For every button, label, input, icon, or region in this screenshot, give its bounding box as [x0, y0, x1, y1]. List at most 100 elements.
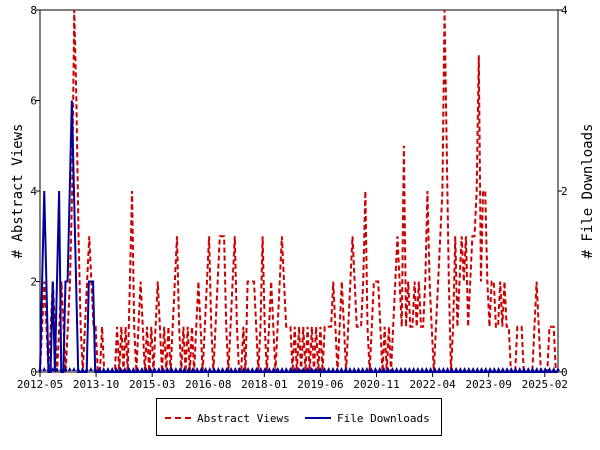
- baseline-marker: [71, 367, 76, 371]
- baseline-marker: [369, 367, 374, 371]
- baseline-marker: [364, 367, 369, 371]
- baseline-marker: [360, 367, 365, 371]
- baseline-marker: [275, 367, 280, 371]
- baseline-marker: [441, 367, 446, 371]
- y-axis-left: 0 2 4 6 8: [30, 4, 40, 379]
- baseline-marker: [326, 367, 331, 371]
- baseline-marker: [458, 367, 463, 371]
- baseline-marker: [84, 367, 89, 371]
- baseline-marker: [449, 367, 454, 371]
- baseline-marker: [212, 367, 217, 371]
- legend-label-file-downloads: File Downloads: [337, 411, 430, 425]
- baseline-marker: [199, 367, 204, 371]
- baseline-markers: [38, 367, 560, 371]
- baseline-marker: [292, 367, 297, 371]
- series-line-file-downloads: [39, 100, 558, 373]
- series-layer: [38, 9, 560, 373]
- baseline-marker: [539, 367, 544, 371]
- baseline-marker: [496, 367, 501, 371]
- x-tick-label: 2023-09: [466, 378, 512, 391]
- baseline-marker: [479, 367, 484, 371]
- baseline-marker: [488, 367, 493, 371]
- baseline-marker: [267, 367, 272, 371]
- baseline-marker: [466, 367, 471, 371]
- baseline-marker: [530, 367, 535, 371]
- baseline-marker: [190, 367, 195, 371]
- baseline-marker: [373, 367, 378, 371]
- x-tick-label: 2019-06: [297, 378, 343, 391]
- legend-swatch-abstract-views: [165, 417, 191, 419]
- baseline-marker: [246, 367, 251, 371]
- baseline-marker: [347, 367, 352, 371]
- baseline-marker: [250, 367, 255, 371]
- x-axis: 2012-05 2013-10 2015-03 2016-08 2018-01 2019-…: [17, 372, 568, 391]
- baseline-marker: [280, 367, 285, 371]
- baseline-marker: [297, 367, 301, 371]
- baseline-marker: [454, 367, 459, 371]
- baseline-marker: [483, 367, 488, 371]
- baseline-marker: [428, 367, 433, 371]
- legend-item-abstract-views: Abstract Views: [165, 410, 290, 426]
- baseline-marker: [135, 367, 140, 371]
- baseline-marker: [411, 367, 416, 371]
- baseline-marker: [195, 367, 200, 371]
- baseline-marker: [445, 367, 450, 371]
- baseline-marker: [88, 367, 93, 371]
- baseline-marker: [377, 367, 382, 371]
- baseline-marker: [522, 367, 527, 371]
- baseline-marker: [309, 367, 314, 371]
- baseline-marker: [305, 367, 310, 371]
- baseline-marker: [394, 367, 399, 371]
- baseline-marker: [93, 367, 98, 371]
- baseline-marker: [220, 367, 225, 371]
- baseline-marker: [500, 367, 505, 371]
- y-axis-right-label: # File Downloads: [580, 124, 596, 259]
- baseline-marker: [169, 367, 174, 371]
- baseline-marker: [322, 367, 327, 371]
- baseline-marker: [386, 367, 391, 371]
- baseline-marker: [54, 367, 59, 371]
- y-right-tick-label: 2: [561, 185, 568, 198]
- baseline-marker: [313, 367, 318, 371]
- legend-item-file-downloads: File Downloads: [305, 410, 430, 426]
- baseline-marker: [471, 367, 476, 371]
- baseline-marker: [509, 367, 514, 371]
- baseline-marker: [161, 367, 166, 371]
- baseline-marker: [67, 367, 72, 371]
- x-tick-label: 2022-04: [409, 378, 456, 391]
- baseline-marker: [148, 367, 153, 371]
- baseline-marker: [241, 367, 246, 371]
- baseline-marker: [139, 367, 144, 371]
- baseline-marker: [318, 367, 323, 371]
- baseline-marker: [420, 367, 425, 371]
- y-left-tick-label: 0: [30, 366, 37, 379]
- x-tick-label: 2012-05: [17, 378, 63, 391]
- series-line-abstract-views: [39, 9, 558, 373]
- baseline-marker: [335, 367, 340, 371]
- baseline-marker: [233, 367, 238, 371]
- baseline-marker: [216, 367, 221, 371]
- y-right-tick-label: 0: [561, 366, 568, 379]
- baseline-marker: [144, 367, 149, 371]
- y-axis-left-label: # Abstract Views: [10, 124, 26, 259]
- baseline-marker: [229, 367, 234, 371]
- baseline-marker: [152, 367, 157, 371]
- baseline-marker: [526, 367, 531, 371]
- baseline-marker: [114, 367, 119, 371]
- baseline-marker: [182, 367, 187, 371]
- baseline-marker: [42, 367, 47, 371]
- baseline-marker: [462, 367, 467, 371]
- baseline-marker: [301, 367, 306, 371]
- y-left-tick-label: 6: [30, 95, 37, 108]
- baseline-marker: [271, 367, 276, 371]
- legend: Abstract Views File Downloads: [156, 398, 442, 436]
- x-tick-label: 2025-02: [522, 378, 568, 391]
- baseline-marker: [415, 367, 420, 371]
- baseline-marker: [288, 367, 293, 371]
- baseline-marker: [263, 367, 268, 371]
- baseline-marker: [207, 367, 212, 371]
- y-right-tick-label: 4: [561, 4, 568, 17]
- baseline-marker: [556, 367, 560, 371]
- baseline-marker: [390, 367, 395, 371]
